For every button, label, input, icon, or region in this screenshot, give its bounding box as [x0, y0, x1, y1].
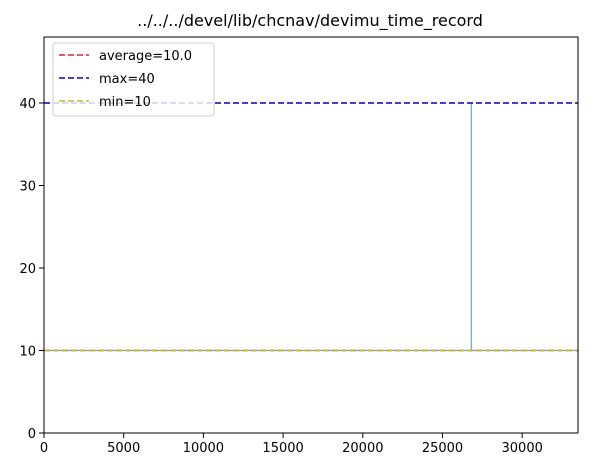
- legend: average=10.0 max=40 min=10: [52, 42, 215, 117]
- x-tick-label: 30000: [502, 441, 543, 456]
- legend-label: min=10: [99, 95, 151, 110]
- y-tick-label: 30: [19, 180, 36, 195]
- y-tick-label: 10: [19, 345, 36, 360]
- y-tick-label: 20: [19, 262, 36, 277]
- x-tick-label: 20000: [342, 441, 383, 456]
- y-tick-label: 0: [28, 427, 36, 442]
- legend-label: average=10.0: [99, 49, 192, 64]
- y-tick-label: 40: [19, 97, 36, 112]
- x-tick-label: 5000: [107, 441, 140, 456]
- x-axis: 0 5000 10000 15000 20000 25000 30000: [40, 433, 543, 456]
- legend-box: [52, 42, 215, 117]
- legend-label: max=40: [99, 72, 155, 87]
- reference-lines: [44, 102, 578, 352]
- x-tick-label: 25000: [422, 441, 463, 456]
- chart-title: ../../../devel/lib/chcnav/devimu_time_re…: [137, 11, 483, 31]
- x-tick-label: 0: [40, 441, 48, 456]
- plot-border: [43, 36, 579, 434]
- x-tick-label: 10000: [183, 441, 224, 456]
- y-axis: 0 10 20 30 40: [19, 97, 44, 442]
- x-tick-label: 15000: [262, 441, 303, 456]
